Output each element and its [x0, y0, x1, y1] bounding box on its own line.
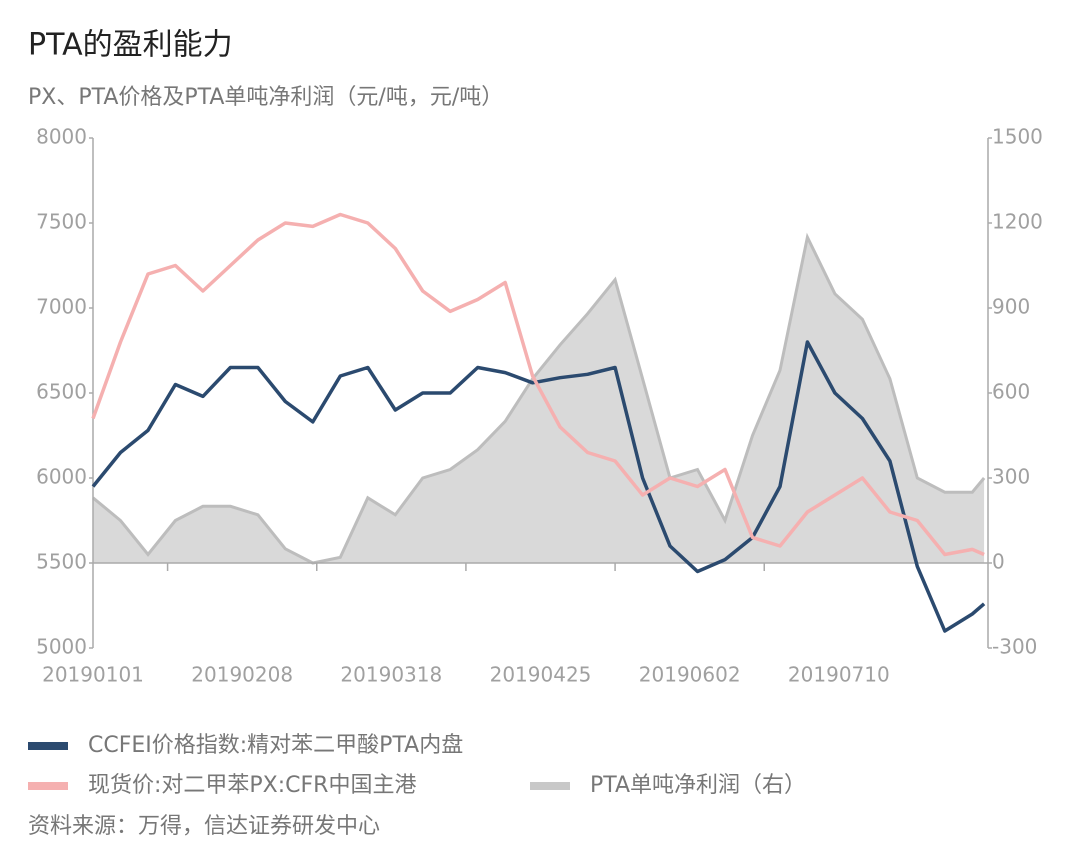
- legend-label: 现货价:对二甲苯PX:CFR中国主港: [88, 773, 416, 798]
- line: [91, 340, 986, 633]
- y-tick-label: 8000: [36, 125, 87, 149]
- x-tick-label: 20190208: [191, 663, 293, 687]
- y2-tick-label: 0: [992, 550, 1005, 574]
- y-tick-label: 6000: [36, 465, 87, 489]
- chart-title: PTA的盈利能力: [28, 28, 233, 63]
- y2-tick-label: 900: [992, 295, 1030, 319]
- y2-tick-label: 1200: [992, 210, 1043, 234]
- line: [91, 212, 985, 557]
- x-tick-label: 20190101: [42, 663, 144, 687]
- y-tick-label: 7000: [36, 295, 87, 319]
- x-tick-label: 20190602: [639, 663, 741, 687]
- y2-tick-label: 1500: [992, 125, 1043, 149]
- y-tick-label: 5000: [36, 635, 87, 659]
- x-tick-label: 20190710: [788, 663, 890, 687]
- chart-subtitle: PX、PTA价格及PTA单吨净利润（元/吨，元/吨）: [28, 85, 503, 110]
- area-edge: [92, 232, 986, 565]
- y2-tick-label: -300: [992, 635, 1037, 659]
- y-tick-label: 7500: [36, 210, 87, 234]
- legend-label: PTA单吨净利润（右）: [590, 773, 806, 798]
- y-tick-label: 5500: [36, 550, 87, 574]
- x-tick-label: 20190318: [340, 663, 442, 687]
- source: 资料来源：万得，信达证券研发中心: [28, 814, 380, 839]
- y-tick-label: 6500: [36, 380, 87, 404]
- legend-label: CCFEI价格指数:精对苯二甲酸PTA内盘: [88, 733, 463, 758]
- y2-tick-label: 600: [992, 380, 1030, 404]
- x-tick-label: 20190425: [490, 663, 592, 687]
- area: [93, 237, 985, 563]
- y2-tick-label: 300: [992, 465, 1030, 489]
